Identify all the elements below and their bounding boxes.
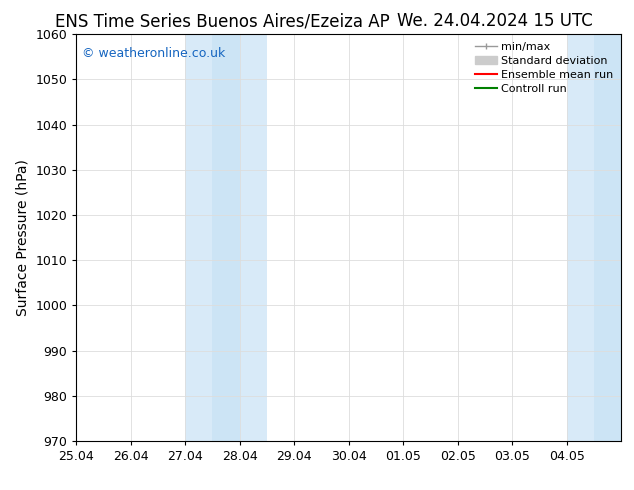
Text: We. 24.04.2024 15 UTC: We. 24.04.2024 15 UTC	[397, 12, 592, 30]
Bar	[594, 34, 621, 441]
Bar	[567, 34, 594, 441]
Text: ENS Time Series Buenos Aires/Ezeiza AP: ENS Time Series Buenos Aires/Ezeiza AP	[55, 12, 389, 30]
Y-axis label: Surface Pressure (hPa): Surface Pressure (hPa)	[16, 159, 30, 316]
Text: © weatheronline.co.uk: © weatheronline.co.uk	[82, 47, 225, 59]
Bar	[212, 34, 240, 441]
Legend: min/max, Standard deviation, Ensemble mean run, Controll run: min/max, Standard deviation, Ensemble me…	[470, 38, 618, 98]
Bar	[185, 34, 212, 441]
Bar	[240, 34, 267, 441]
